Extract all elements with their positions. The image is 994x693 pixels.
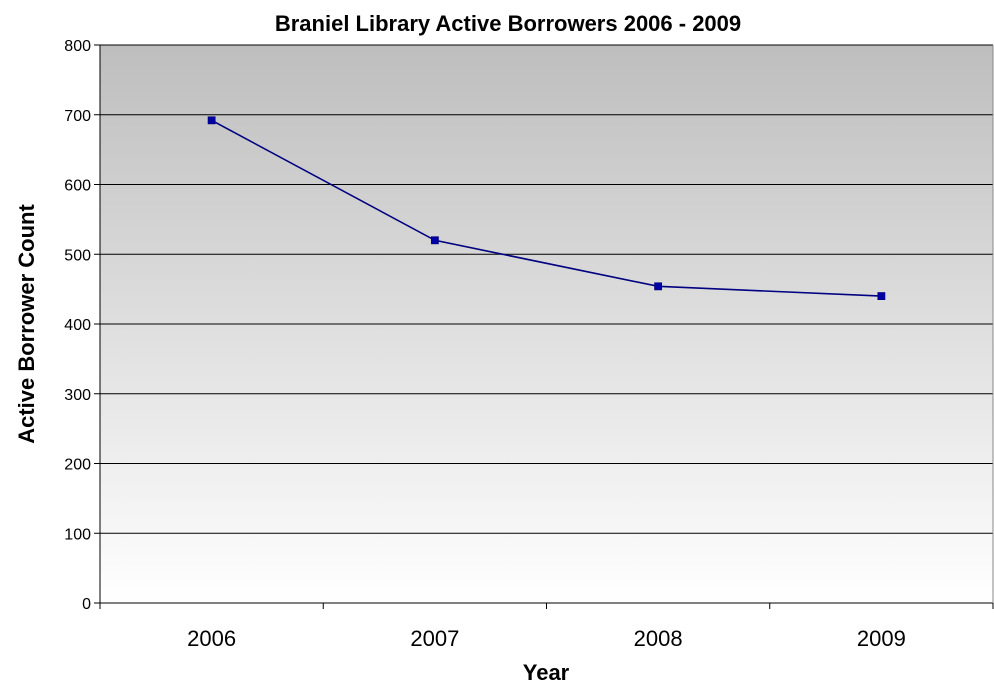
x-tick-label: 2006	[187, 626, 236, 651]
y-tick-label: 700	[64, 108, 91, 125]
x-axis-label: Year	[523, 660, 570, 685]
y-tick-label: 0	[82, 596, 91, 613]
data-point-marker	[654, 282, 663, 291]
x-tick-label: 2009	[857, 626, 906, 651]
y-axis-ticks: 0 100 200 300 400 500 600 700 800	[64, 38, 100, 613]
data-point-marker	[877, 292, 886, 301]
y-tick-label: 400	[64, 317, 91, 334]
y-tick-label: 500	[64, 247, 91, 264]
y-tick-label: 100	[64, 526, 91, 543]
x-tick-label: 2007	[410, 626, 459, 651]
series-line	[211, 119, 882, 297]
data-point-marker	[207, 116, 216, 125]
y-tick-label: 200	[64, 457, 91, 474]
chart-title: Braniel Library Active Borrowers 2006 - …	[275, 11, 741, 36]
y-tick-label: 300	[64, 387, 91, 404]
data-point-marker	[430, 236, 439, 245]
y-tick-label: 600	[64, 178, 91, 195]
x-axis-ticks: 2006 2007 2008 2009	[99, 603, 994, 651]
y-tick-label: 800	[64, 38, 91, 55]
series-group	[207, 116, 886, 301]
y-axis-label: Active Borrower Count	[14, 204, 39, 444]
x-tick-label: 2008	[634, 626, 683, 651]
gridlines	[100, 44, 993, 534]
